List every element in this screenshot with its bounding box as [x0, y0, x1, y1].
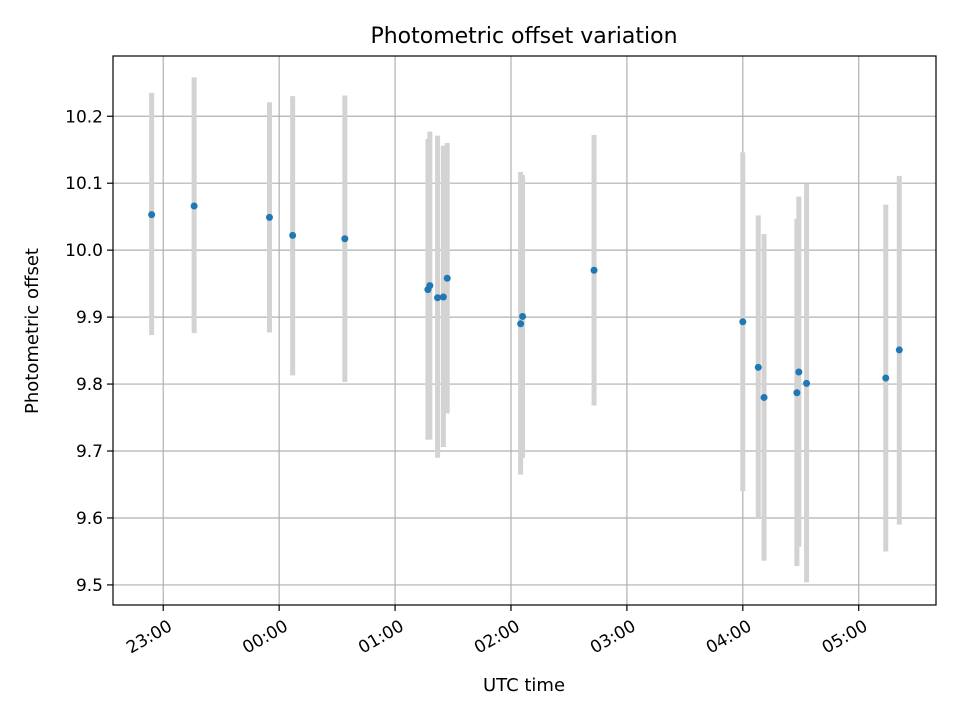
y-tick-label: 9.9 [76, 308, 103, 328]
data-point [760, 393, 768, 401]
data-point [803, 379, 811, 387]
data-point [795, 368, 803, 376]
data-point [434, 294, 442, 302]
data-points [148, 202, 903, 401]
x-tick-label: 03:00 [587, 616, 639, 658]
data-point [190, 202, 198, 210]
y-tick-label: 9.8 [76, 375, 103, 395]
y-axis-ticks: 9.5 9.6 9.7 9.8 9.9 10.0 10.1 10.2 [65, 107, 113, 596]
data-point [517, 320, 525, 328]
data-point [265, 213, 273, 221]
y-tick-label: 9.5 [76, 576, 103, 596]
data-point [590, 266, 598, 274]
data-point [443, 274, 451, 282]
x-tick-label: 05:00 [819, 616, 871, 658]
data-point [426, 282, 434, 290]
data-point [289, 231, 297, 239]
y-tick-label: 10.2 [65, 107, 103, 127]
data-point [793, 389, 801, 397]
y-tick-label: 9.6 [76, 509, 103, 529]
error-bars [149, 77, 902, 583]
data-point [882, 374, 890, 382]
x-axis-ticks: 23:00 00:00 01:00 02:00 03:00 04:00 05:00 [123, 605, 871, 658]
data-point [739, 318, 747, 326]
data-point [439, 293, 447, 301]
data-point [895, 346, 903, 354]
data-point [519, 312, 527, 320]
x-axis-label: UTC time [483, 675, 565, 696]
x-tick-label: 04:00 [703, 616, 755, 658]
data-point [754, 363, 762, 371]
data-point [341, 235, 349, 243]
y-tick-label: 10.0 [65, 241, 103, 261]
plot-frame [112, 55, 937, 606]
x-tick-label: 01:00 [355, 616, 407, 658]
x-tick-label: 00:00 [239, 616, 291, 658]
x-tick-label: 02:00 [471, 616, 523, 658]
chart-title: Photometric offset variation [370, 24, 677, 49]
data-point [148, 211, 156, 219]
y-tick-label: 9.7 [76, 442, 103, 462]
x-tick-label: 23:00 [123, 616, 175, 658]
y-tick-label: 10.1 [65, 174, 103, 194]
y-axis-label: Photometric offset [22, 248, 43, 414]
